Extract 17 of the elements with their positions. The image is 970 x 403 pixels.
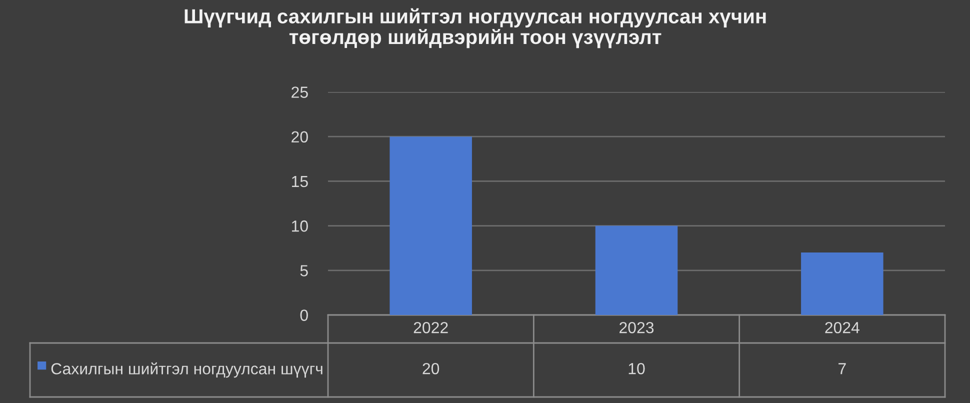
data-label: 20: [422, 362, 440, 374]
x-tick-label: 2024: [825, 322, 860, 334]
y-tick-label: 25: [292, 86, 308, 98]
y-tick-label: 10: [292, 220, 308, 232]
y-tick-label: 0: [300, 310, 308, 321]
y-tick-label: 20: [292, 131, 308, 143]
y-tick-label: 15: [292, 176, 308, 188]
legend-label: Сахилгын шийтгэл ногдуулсан шүүгч: [51, 362, 322, 378]
data-label: 7: [838, 363, 846, 374]
bar: [595, 226, 678, 315]
y-tick-label: 5: [300, 265, 308, 276]
bar: [801, 252, 884, 315]
chart-title: Шүүгчид сахилгын шийтгэл ногдуулсан ногдуулсан хүчин төгөлдөр шийдвэрийн тоон үзүүлэлт: [184, 8, 766, 48]
x-tick-label: 2022: [414, 322, 448, 334]
data-label: 10: [628, 362, 645, 374]
bar: [390, 136, 472, 315]
x-tick-label: 2023: [620, 322, 654, 334]
